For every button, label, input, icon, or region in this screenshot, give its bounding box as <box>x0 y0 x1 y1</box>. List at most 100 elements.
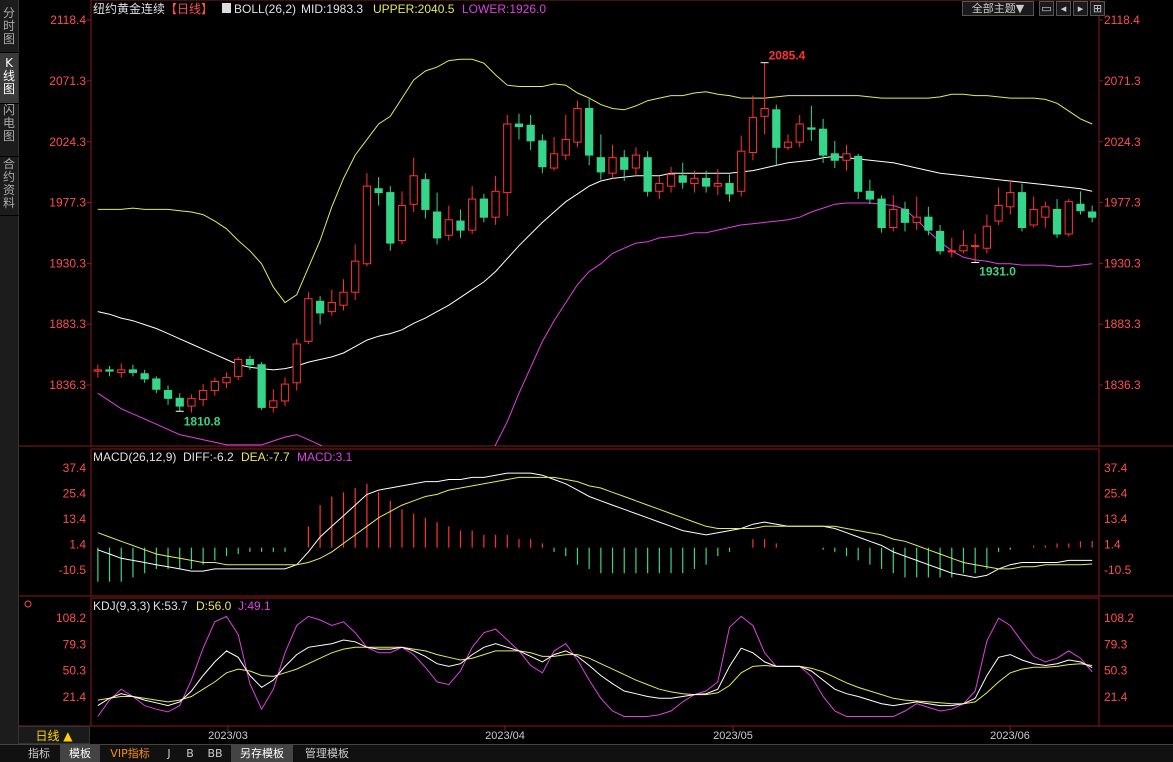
price-axis-label-right: 1977.3 <box>1104 196 1141 210</box>
candle-body <box>830 153 839 161</box>
candle-body <box>959 245 968 252</box>
candle-body <box>374 188 383 194</box>
candle-body <box>620 157 629 170</box>
macd-axis-label-left: -10.5 <box>59 563 87 577</box>
price-axis-label-right: 1836.3 <box>1104 378 1141 392</box>
kdj-d-value: D:56.0 <box>196 599 232 613</box>
candle-body <box>643 157 652 192</box>
date-axis-label: 2023/03 <box>208 730 248 742</box>
prev-icon[interactable]: ◂ <box>1056 1 1071 16</box>
tab-indicator[interactable]: 指标 <box>28 747 50 760</box>
candle-body <box>456 220 465 231</box>
macd-axis-label-right: 37.4 <box>1104 461 1128 475</box>
candle-body <box>608 157 617 174</box>
main-panel-frame <box>90 0 1100 447</box>
left-tab-filler <box>0 216 19 744</box>
macd-macd-value: MACD:3.1 <box>297 450 353 464</box>
candle-body <box>222 377 231 384</box>
candle-body <box>117 369 126 373</box>
theme-dropdown-button[interactable]: 全部主题▼ <box>962 1 1034 16</box>
price-axis-label-left: 2024.3 <box>49 135 86 149</box>
candle-body <box>503 123 512 194</box>
macd-label: MACD(26,12,9) <box>93 450 176 464</box>
candle-body <box>854 155 863 192</box>
tab-bb[interactable]: BB <box>207 747 223 760</box>
tab-timeshare[interactable]: 分时图 <box>0 0 19 52</box>
kdj-k-value: K:53.7 <box>153 599 188 613</box>
candle-body <box>725 183 734 195</box>
tab-b[interactable]: B <box>186 747 194 760</box>
candle-body <box>748 117 758 153</box>
candle-body <box>444 219 453 236</box>
candle-body <box>900 208 910 223</box>
tab-contract-info[interactable]: 合约资料 <box>0 157 19 215</box>
tab-label: 合约资料 <box>2 157 15 210</box>
macd-dif-line <box>97 472 1093 579</box>
tab-label: 闪电图 <box>2 103 15 143</box>
candle-body <box>666 173 676 187</box>
price-annotation: 1931.0 <box>979 264 1016 278</box>
kdj-d-line <box>97 646 1093 705</box>
candle-body <box>304 298 313 342</box>
macd-axis-label-left: 25.4 <box>63 487 87 501</box>
candle-body <box>795 123 804 143</box>
candle-body <box>807 127 816 130</box>
macd-dea-value: DEA:-7.7 <box>241 450 290 464</box>
candle-body <box>971 245 980 248</box>
price-axis-label-left: 1836.3 <box>49 378 86 392</box>
price-axis-label-right: 2024.3 <box>1104 135 1141 149</box>
candle-body <box>245 359 255 366</box>
candle-body <box>994 205 1003 222</box>
tab-vip-indicator[interactable]: VIP指标 <box>110 747 150 760</box>
candle-body <box>163 390 173 399</box>
macd-axis-label-right: 25.4 <box>1104 487 1128 501</box>
instrument-title: 纽约黄金连续 <box>93 1 165 16</box>
price-axis-label-left: 1977.3 <box>49 196 86 210</box>
candle-body <box>655 183 664 192</box>
price-annotation: 1810.8 <box>184 414 221 428</box>
kdj-label: KDJ(9,3,3) <box>93 599 150 613</box>
candle-body <box>351 260 360 293</box>
macd-axis-label-left: 13.4 <box>63 512 87 526</box>
candle-body <box>386 192 395 244</box>
candle-body <box>596 157 605 173</box>
tab-label: K线图 <box>2 56 15 96</box>
date-axis-label: 2023/05 <box>713 730 753 742</box>
tab-save-template[interactable]: 另存模板 <box>231 745 293 762</box>
restore-icon[interactable]: ▭ <box>1039 1 1054 16</box>
candle-body <box>491 190 500 218</box>
tab-j[interactable]: J <box>167 747 171 760</box>
candle-body <box>187 397 196 407</box>
tab-label: 分时图 <box>2 6 15 46</box>
candle-body <box>783 141 793 148</box>
candle-body <box>327 302 336 313</box>
price-axis-label-left: 1883.3 <box>49 317 86 331</box>
tab-flash[interactable]: 闪电图 <box>0 104 19 156</box>
fullscreen-icon[interactable]: ⊞ <box>1090 1 1105 16</box>
tab-template[interactable]: 模板 <box>60 745 100 762</box>
boll-label: BOLL(26,2) <box>234 2 296 16</box>
kdj-axis-label-right: 21.4 <box>1104 690 1128 704</box>
period-button[interactable]: 日线 ▲ <box>18 726 90 744</box>
candle-body <box>538 140 547 168</box>
tab-kline[interactable]: K线图 <box>0 53 19 103</box>
macd-diff-value: DIFF:-6.2 <box>183 450 234 464</box>
candle-body <box>935 230 945 252</box>
candle-body <box>280 383 290 402</box>
price-axis-label-left: 2118.4 <box>50 13 86 27</box>
candle-body <box>105 369 114 372</box>
next-icon[interactable]: ▸ <box>1073 1 1088 16</box>
candle-body <box>432 211 442 239</box>
tab-manage-template[interactable]: 管理模板 <box>305 747 349 760</box>
candle-body <box>409 175 418 205</box>
candle-body <box>573 108 582 143</box>
kdj-axis-label-left: 21.4 <box>63 690 87 704</box>
candle-body <box>1006 192 1015 208</box>
candle-body <box>210 381 219 392</box>
candle-body <box>947 250 956 253</box>
price-axis-label-right: 1930.3 <box>1104 256 1141 270</box>
candle-body <box>526 124 535 142</box>
candle-body <box>140 373 149 380</box>
candle-body <box>315 300 325 314</box>
